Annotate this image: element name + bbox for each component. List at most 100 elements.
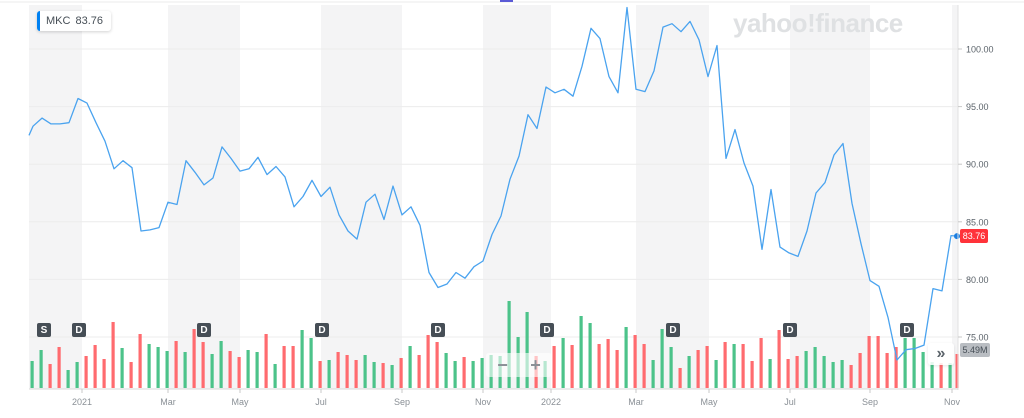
volume-bar [606, 339, 610, 388]
period-band [321, 5, 402, 389]
x-tick-label: Nov [475, 397, 492, 407]
volume-bar [102, 359, 106, 388]
x-tick-label: Jul [784, 397, 796, 407]
volume-bar [39, 350, 43, 388]
volume-bar [48, 364, 52, 388]
volume-bar [318, 361, 322, 388]
scroll-to-latest-button[interactable]: » [928, 343, 954, 365]
y-tick-label: 75.00 [966, 333, 989, 343]
volume-bar [228, 351, 232, 388]
volume-bar [138, 334, 142, 388]
volume-bar [327, 360, 331, 388]
dividend-marker[interactable]: D [783, 323, 797, 337]
volume-bar [408, 346, 412, 388]
volume-bar [507, 301, 511, 388]
volume-bar [174, 341, 178, 388]
volume-bar [210, 354, 214, 388]
volume-bar [336, 352, 340, 388]
dividend-marker[interactable]: D [197, 323, 211, 337]
volume-bars [30, 301, 959, 388]
volume-bar [57, 347, 61, 388]
volume-bar [714, 360, 718, 388]
volume-bar [300, 330, 304, 388]
volume-bar [939, 363, 943, 388]
volume-bar [444, 353, 448, 388]
range-indicator[interactable] [500, 0, 513, 2]
y-tick-label: 90.00 [966, 160, 989, 170]
volume-bar [417, 355, 421, 388]
volume-bar [732, 344, 736, 388]
x-tick-label: 2022 [541, 397, 561, 407]
volume-bar [885, 353, 889, 388]
price-gridlines [29, 48, 958, 338]
zoom-in-button[interactable]: + [530, 354, 541, 375]
volume-bar [75, 362, 79, 388]
x-tick-label: 2021 [72, 397, 92, 407]
volume-bar [426, 335, 430, 388]
volume-bar [858, 353, 862, 388]
dividend-marker[interactable]: D [900, 323, 914, 337]
dividend-marker[interactable]: D [666, 323, 680, 337]
volume-bar [264, 334, 268, 388]
volume-bar [831, 362, 835, 388]
volume-bar [741, 344, 745, 388]
volume-badge: 5.49M [960, 343, 990, 357]
volume-bar [615, 350, 619, 388]
volume-bar [219, 341, 223, 388]
x-tick-label: Mar [628, 397, 644, 407]
volume-bar [705, 346, 709, 388]
volume-bar [597, 344, 601, 388]
split-marker[interactable]: S [37, 323, 51, 337]
ticker-price: 83.76 [75, 15, 103, 27]
x-tick-label: Sep [862, 397, 878, 407]
volume-bar [804, 351, 808, 388]
volume-bar [111, 322, 115, 388]
ticker-legend[interactable]: MKC 83.76 [37, 11, 111, 31]
volume-bar [84, 356, 88, 388]
x-axis-ticks: 2021 Mar May Jul Sep Nov 2022 Mar May Jul Sep Nov [72, 389, 961, 407]
x-tick-label: Nov [944, 397, 961, 407]
x-tick-label: Sep [394, 397, 410, 407]
dividend-marker[interactable]: D [431, 323, 445, 337]
volume-bar [309, 338, 313, 388]
period-band [952, 5, 958, 389]
zoom-out-button[interactable]: − [497, 354, 508, 375]
volume-bar [345, 355, 349, 388]
volume-bar [354, 360, 358, 388]
volume-bar [435, 342, 439, 388]
dividend-marker[interactable]: D [72, 323, 86, 337]
y-tick-label: 95.00 [966, 102, 989, 112]
ticker-symbol: MKC [46, 15, 71, 27]
dividend-marker[interactable]: D [315, 323, 329, 337]
volume-bar [651, 360, 655, 388]
volume-bar [867, 336, 871, 388]
volume-bar [273, 364, 277, 388]
y-tick-label: 80.00 [966, 275, 989, 285]
last-price-badge: 83.76 [960, 229, 988, 243]
period-band [483, 5, 551, 389]
y-tick-label: 100.00 [966, 45, 994, 55]
month-bands [29, 5, 958, 389]
volume-bar [561, 338, 565, 388]
volume-bar [282, 346, 286, 388]
volume-bar [381, 363, 385, 388]
dividend-marker[interactable]: D [540, 323, 554, 337]
y-tick-label: 85.00 [966, 217, 989, 227]
volume-bar [894, 347, 898, 388]
volume-bar [948, 363, 952, 388]
volume-bar [201, 342, 205, 388]
volume-bar [156, 347, 160, 388]
x-tick-label: Mar [160, 397, 176, 407]
volume-bar [795, 356, 799, 388]
zoom-controls: − + [486, 353, 552, 377]
x-tick-label: May [700, 397, 718, 407]
volume-bar [291, 346, 295, 388]
yahoo-finance-watermark: yahoo!finance [733, 8, 903, 38]
volume-bar [30, 361, 34, 388]
volume-bar [399, 358, 403, 388]
volume-bar [903, 338, 907, 388]
volume-bar [723, 342, 727, 388]
period-band [790, 5, 870, 389]
